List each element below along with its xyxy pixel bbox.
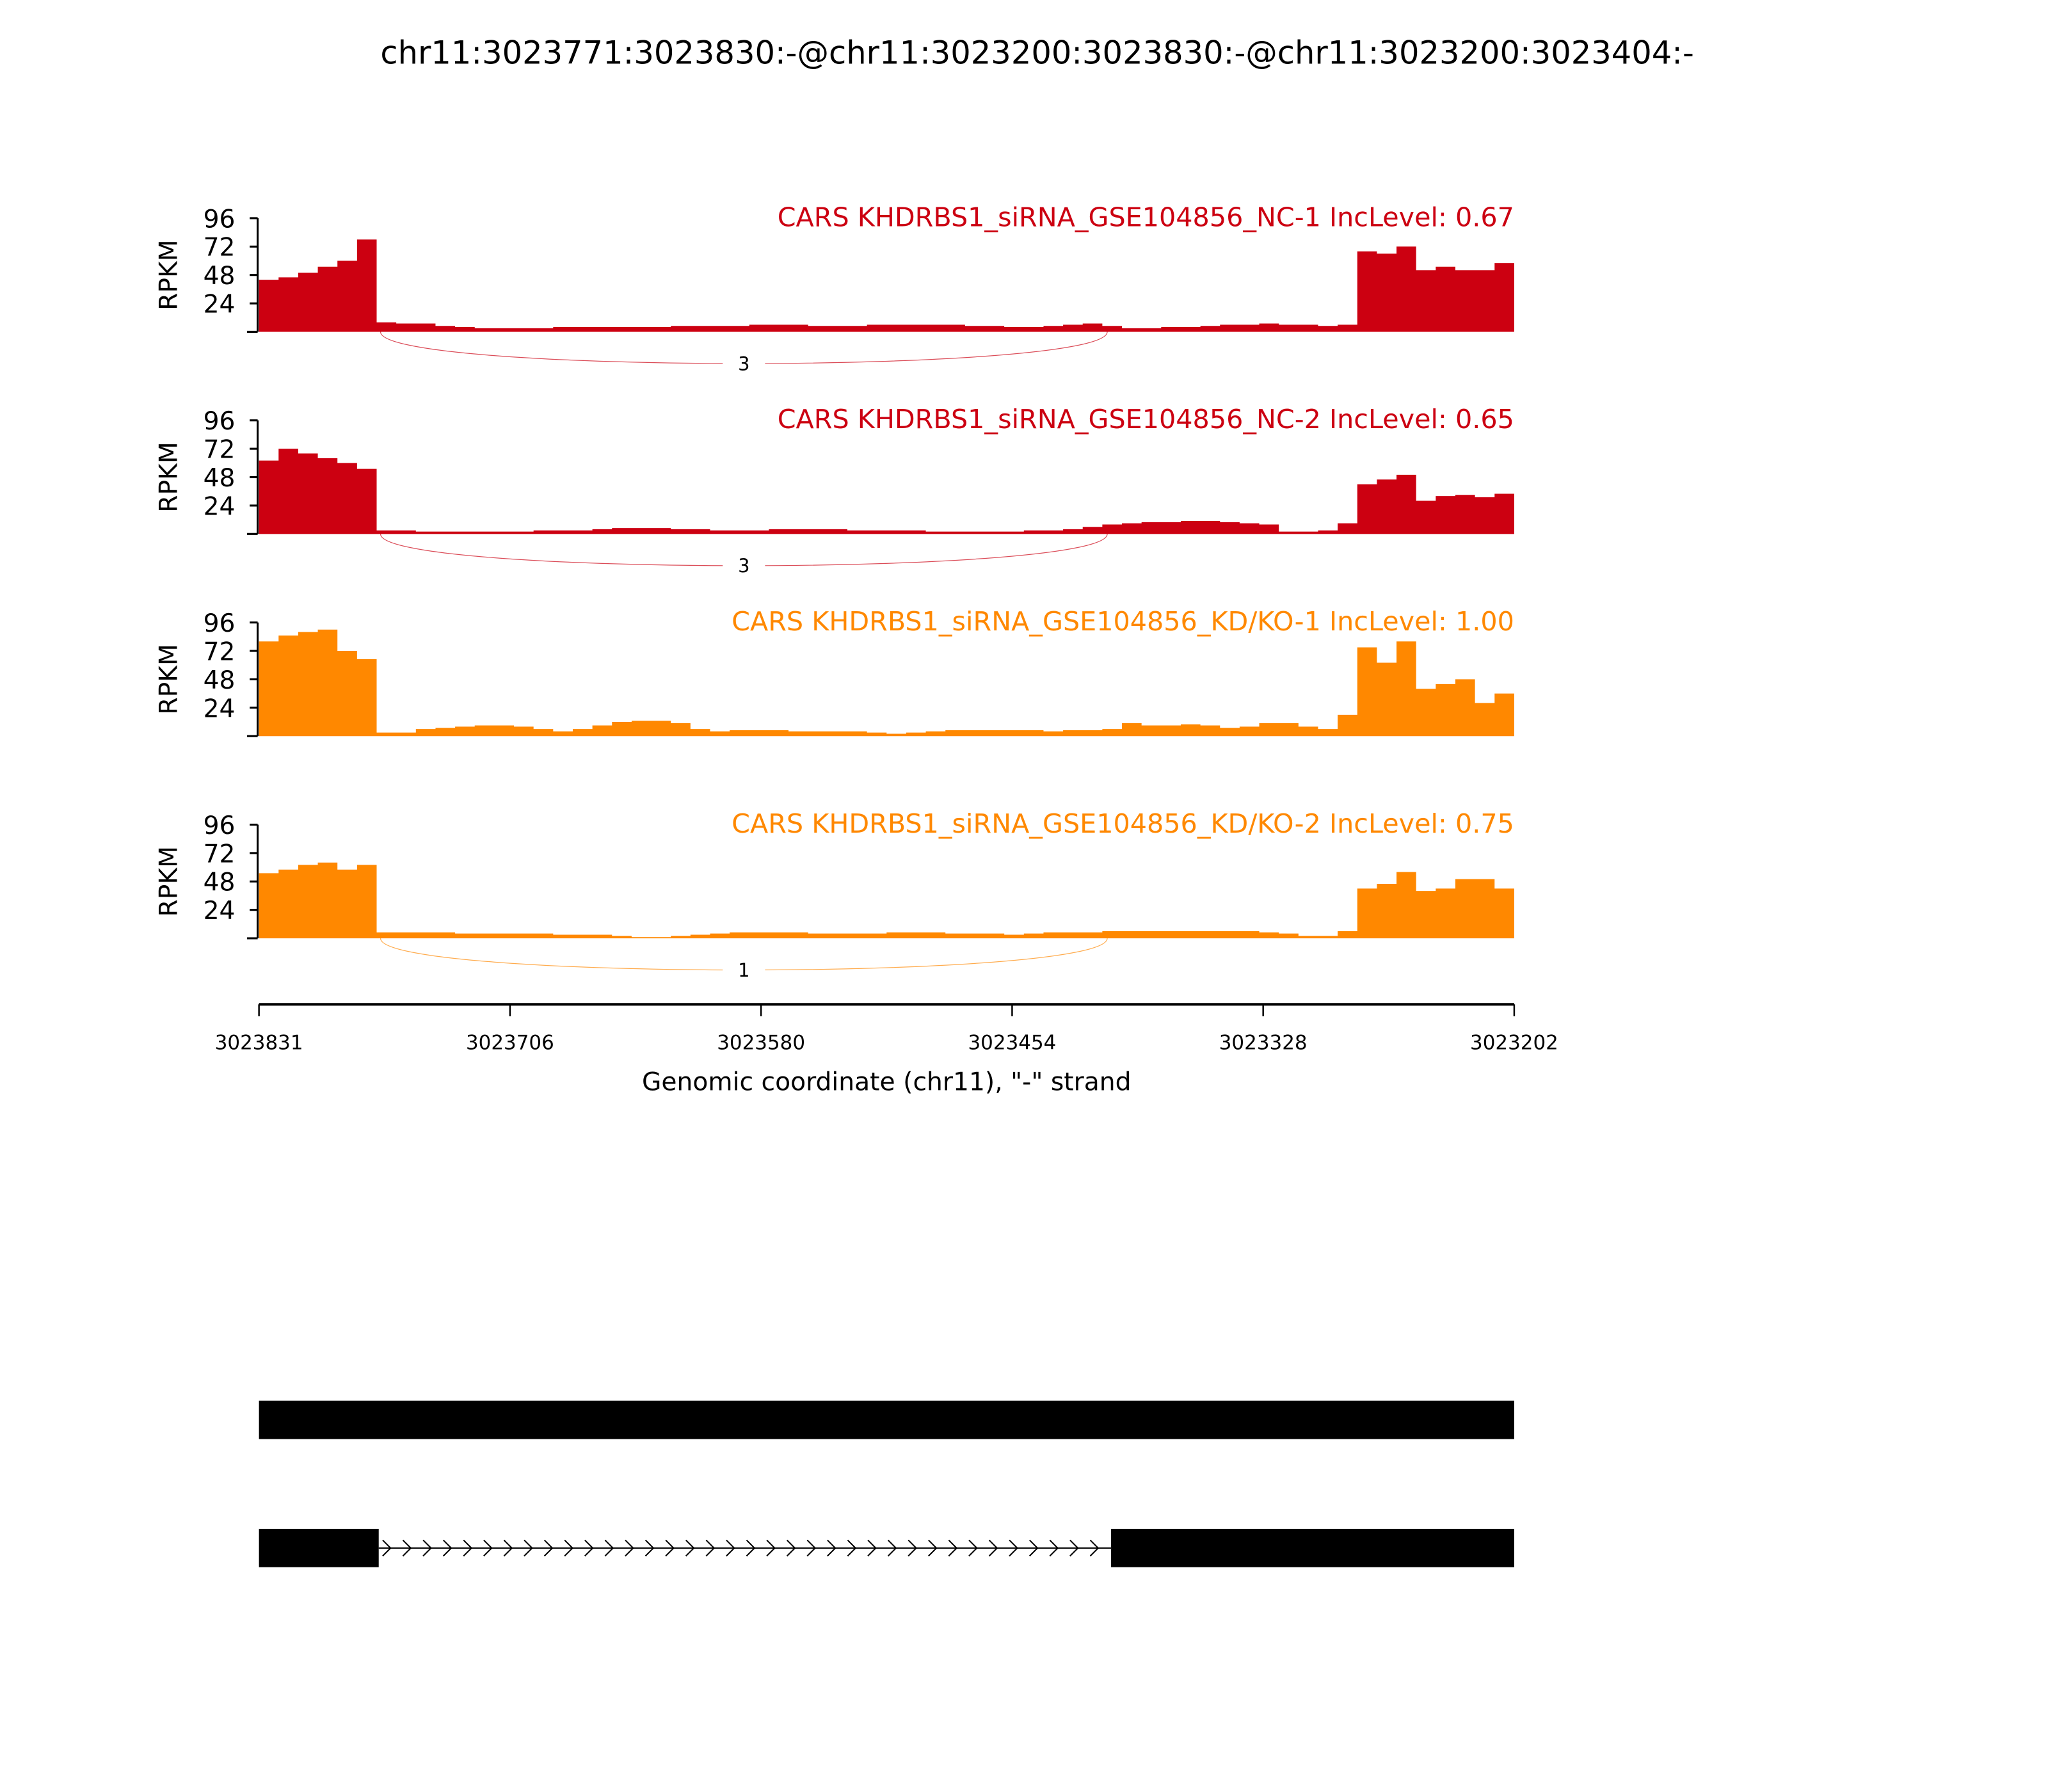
strand-chevron-icon <box>442 1539 452 1556</box>
strand-chevron-icon <box>644 1539 655 1556</box>
strand-chevron-icon <box>604 1539 614 1556</box>
strand-chevron-icon <box>1089 1539 1100 1556</box>
x-tick-label: 3023454 <box>968 1031 1056 1054</box>
strand-chevron-icon <box>1069 1539 1079 1556</box>
strand-chevron-icon <box>524 1539 533 1556</box>
strand-chevron-icon <box>584 1539 594 1556</box>
y-axis-label: RPKM <box>155 442 184 512</box>
y-tick-label: 24 <box>204 492 236 521</box>
coverage-area <box>259 862 1514 939</box>
strand-chevron-icon <box>968 1539 978 1556</box>
y-tick-label: 96 <box>204 812 236 840</box>
x-tick-label: 3023706 <box>466 1031 554 1054</box>
strand-chevron-icon <box>726 1539 735 1556</box>
y-tick-label: 96 <box>204 205 236 234</box>
y-tick-label: 96 <box>204 609 236 638</box>
strand-chevron-icon <box>1009 1539 1018 1556</box>
strand-chevron-icon <box>746 1539 756 1556</box>
junction-label-bg <box>723 550 765 577</box>
exon-block <box>259 1400 1514 1439</box>
exon-block <box>1111 1528 1514 1567</box>
junction-label-bg <box>723 348 765 374</box>
strand-chevron-icon <box>786 1539 796 1556</box>
y-tick-label: 48 <box>204 464 236 493</box>
y-axis-label: RPKM <box>155 644 184 714</box>
x-axis-label: Genomic coordinate (chr11), "-" strand <box>642 1068 1132 1096</box>
junction-count: 3 <box>738 353 749 374</box>
strand-chevron-icon <box>1049 1539 1059 1556</box>
junction-label-bg <box>723 954 765 981</box>
track-label: CARS KHDRBS1_siRNA_GSE104856_KD/KO-1 Inc… <box>732 606 1514 637</box>
y-tick-label: 24 <box>204 694 236 723</box>
y-tick-label: 48 <box>204 262 236 291</box>
y-tick-label: 72 <box>204 436 236 465</box>
coverage-area <box>259 449 1514 534</box>
strand-chevron-icon <box>1028 1539 1039 1556</box>
strand-chevron-icon <box>402 1539 412 1556</box>
strand-chevron-icon <box>705 1539 716 1556</box>
strand-chevron-icon <box>887 1539 897 1556</box>
junction-count: 1 <box>738 959 749 981</box>
strand-chevron-icon <box>948 1539 958 1556</box>
strand-chevron-icon <box>422 1539 432 1556</box>
strand-chevron-icon <box>928 1539 938 1556</box>
strand-chevron-icon <box>988 1539 998 1556</box>
strand-chevron-icon <box>867 1539 877 1556</box>
strand-chevron-icon <box>483 1539 493 1556</box>
y-tick-label: 48 <box>204 666 236 695</box>
y-tick-label: 72 <box>204 234 236 262</box>
exon-block <box>259 1528 379 1567</box>
y-axis-label: RPKM <box>155 239 184 310</box>
y-tick-label: 72 <box>204 637 236 666</box>
strand-chevron-icon <box>382 1539 392 1556</box>
strand-chevron-icon <box>463 1539 473 1556</box>
x-tick-label: 3023580 <box>717 1031 805 1054</box>
coverage-area <box>259 629 1514 737</box>
gene-models <box>259 1400 1514 1567</box>
x-axis: 3023831 3023706 3023580 3023454 3023328 30232… <box>215 1003 1558 1054</box>
track-label: CARS KHDRBS1_siRNA_GSE104856_KD/KO-2 Inc… <box>732 808 1514 839</box>
strand-chevron-icon <box>665 1539 675 1556</box>
strand-chevron-icon <box>827 1539 836 1556</box>
strand-chevron-icon <box>806 1539 817 1556</box>
coverage-area <box>259 239 1514 332</box>
strand-chevron-icon <box>564 1539 574 1556</box>
strand-chevron-icon <box>625 1539 634 1556</box>
strand-chevron-icon <box>847 1539 857 1556</box>
y-tick-label: 96 <box>204 407 236 436</box>
strand-chevron-icon <box>543 1539 554 1556</box>
strand-chevron-icon <box>685 1539 695 1556</box>
strand-chevron-icon <box>908 1539 918 1556</box>
track-label: CARS KHDRBS1_siRNA_GSE104856_NC-2 IncLev… <box>778 404 1514 435</box>
x-tick-label: 3023328 <box>1219 1031 1308 1054</box>
chart-title: chr11:3023771:3023830:-@chr11:3023200:30… <box>380 34 1693 71</box>
x-tick-label: 3023202 <box>1470 1031 1558 1054</box>
y-tick-label: 48 <box>204 868 236 897</box>
x-tick-label: 3023831 <box>215 1031 303 1054</box>
strand-chevron-icon <box>503 1539 513 1556</box>
track-label: CARS KHDRBS1_siRNA_GSE104856_NC-1 IncLev… <box>778 202 1514 232</box>
y-tick-label: 72 <box>204 840 236 868</box>
y-tick-label: 24 <box>204 897 236 925</box>
strand-chevron-icon <box>766 1539 776 1556</box>
junction-count: 3 <box>738 555 749 577</box>
y-axis-label: RPKM <box>155 846 184 916</box>
y-tick-label: 24 <box>204 291 236 319</box>
